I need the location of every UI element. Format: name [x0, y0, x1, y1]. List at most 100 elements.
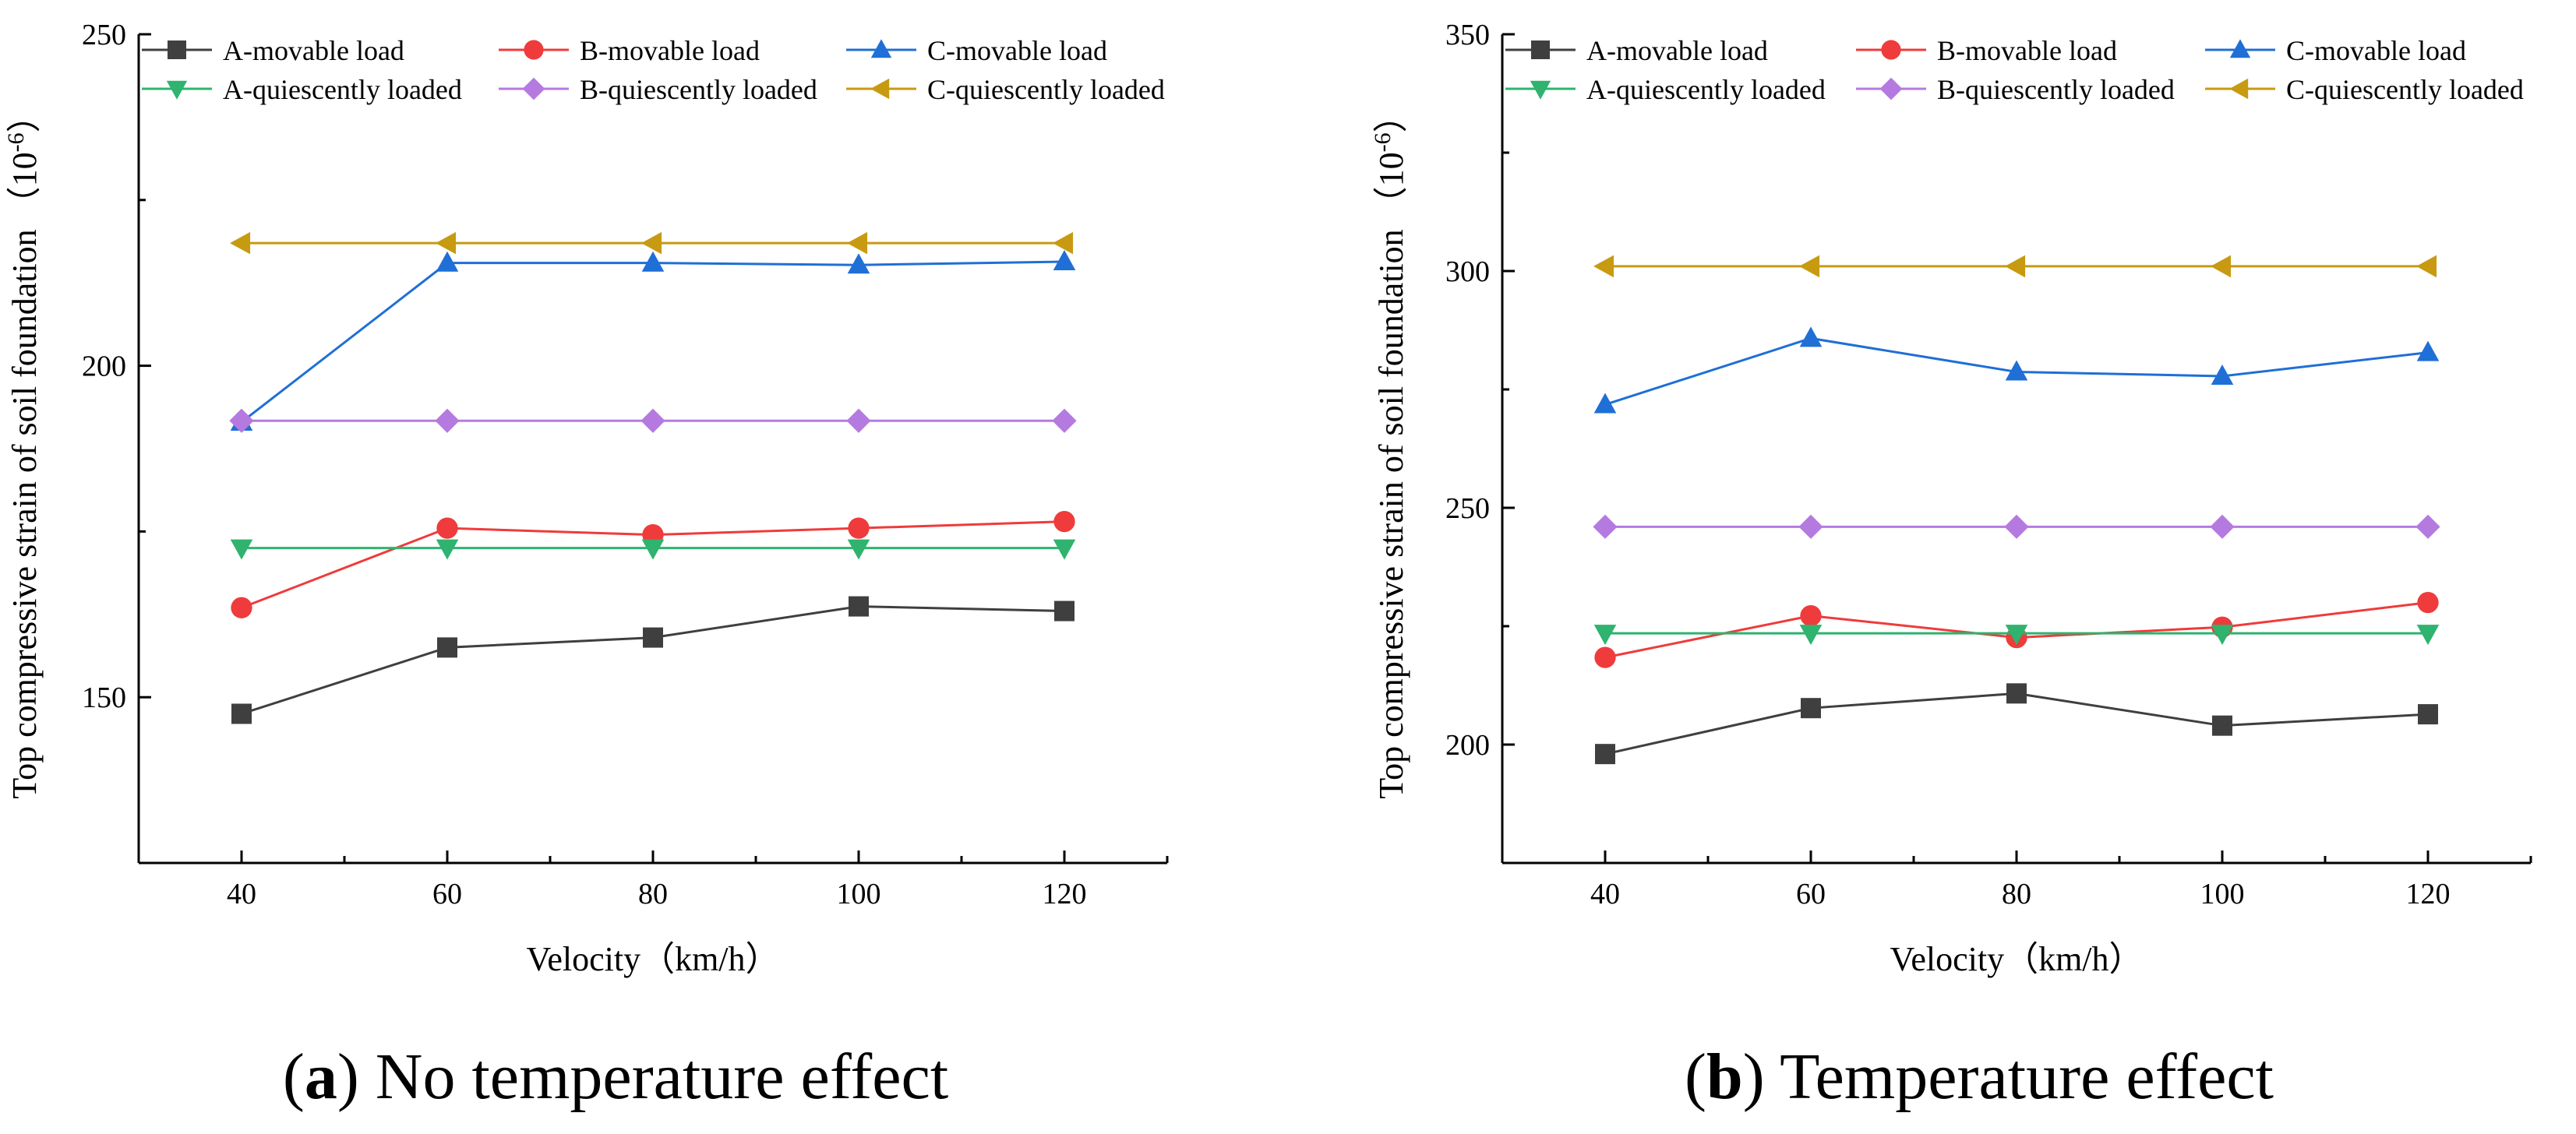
data-point — [1593, 625, 1617, 646]
legend-label: B-quiescently loaded — [580, 74, 817, 105]
legend-entry: A-movable load — [1505, 35, 1768, 66]
data-point — [847, 539, 870, 560]
data-point — [1593, 255, 1614, 278]
legend-label: C-quiescently loaded — [927, 74, 1165, 105]
legend-entry: C-movable load — [2205, 35, 2466, 66]
y-axis-title: Top compressive strain of soil foundatio… — [3, 98, 44, 798]
legend-marker — [1531, 40, 1550, 59]
x-axis-title: Velocity（km/h） — [526, 940, 779, 978]
data-point — [1053, 250, 1076, 271]
series-a-quiescently-loaded — [1593, 625, 2440, 646]
legend-label: B-movable load — [580, 35, 760, 66]
legend-entry: B-movable load — [1856, 35, 2117, 66]
legend-marker — [870, 78, 890, 100]
y-axis-title: Top compressive strain of soil foundatio… — [1370, 98, 1410, 798]
legend-marker — [2229, 78, 2249, 100]
legend-entry: A-movable load — [142, 35, 404, 66]
data-point — [2212, 715, 2232, 736]
series-line — [241, 605, 1065, 715]
x-tick-label: 120 — [1043, 878, 1087, 910]
legend-entry: C-movable load — [846, 35, 1107, 66]
x-tick-label: 40 — [227, 878, 256, 910]
legend-label: C-movable load — [927, 35, 1107, 66]
legend-marker — [524, 40, 544, 60]
data-point — [435, 408, 460, 433]
legend-entry: A-quiescently loaded — [1505, 74, 1826, 105]
data-point — [229, 408, 254, 433]
y-tick-label: 250 — [82, 19, 126, 51]
data-point — [2005, 625, 2028, 646]
series-b-quiescently-loaded — [229, 408, 1077, 433]
data-point — [643, 627, 663, 648]
data-point — [1593, 514, 1618, 539]
x-tick-label: 100 — [2200, 878, 2245, 910]
data-point — [436, 539, 459, 560]
data-point — [847, 231, 868, 255]
data-point — [1052, 408, 1077, 433]
chart-panel-a: 150 200 250 40 60 80 100 120 Velocity（km/h） Top c… — [3, 19, 1169, 1113]
data-point — [2416, 255, 2437, 278]
legend-label: C-quiescently loaded — [2286, 74, 2524, 105]
legend-entry: C-quiescently loaded — [846, 74, 1165, 105]
data-point — [1798, 514, 1823, 539]
y-tick-label: 250 — [1445, 492, 1490, 525]
series-a-movable-load — [1595, 683, 2438, 765]
x-tick-label: 60 — [432, 878, 462, 910]
data-point — [2211, 255, 2232, 278]
data-point — [2418, 704, 2438, 725]
legend-marker — [522, 77, 545, 100]
chart-panel-b: 200 250 300 350 40 60 80 100 120 Velocity（km/h） To… — [1370, 19, 2532, 1113]
data-point — [1801, 698, 1821, 719]
data-point — [846, 408, 871, 433]
legend-entry: A-quiescently loaded — [142, 74, 462, 105]
data-point — [849, 596, 869, 617]
data-point — [231, 703, 252, 724]
legend-entry: C-quiescently loaded — [2205, 74, 2524, 105]
series-c-movable-load — [230, 250, 1076, 431]
legend-marker — [168, 40, 186, 59]
data-point — [1800, 604, 1822, 627]
data-point — [437, 637, 457, 658]
panel-caption: (b) Temperature effect — [1685, 1041, 2274, 1113]
data-point — [230, 231, 251, 255]
data-point — [641, 251, 665, 272]
data-point — [2211, 625, 2234, 646]
legend-marker — [1879, 77, 1903, 100]
x-tick-label: 80 — [638, 878, 668, 910]
data-point — [1594, 646, 1616, 668]
data-point — [2416, 340, 2440, 361]
data-point — [2417, 591, 2439, 614]
data-point — [2005, 360, 2028, 381]
data-point — [230, 539, 253, 560]
legend-label: B-movable load — [1937, 35, 2117, 66]
data-point — [847, 253, 870, 274]
data-point — [848, 517, 870, 539]
legend-marker — [2229, 39, 2251, 58]
data-point — [1595, 744, 1615, 765]
legend-entry: B-movable load — [499, 35, 760, 66]
x-tick-label: 120 — [2406, 878, 2451, 910]
x-tick-label: 60 — [1796, 878, 1826, 910]
series-b-quiescently-loaded — [1593, 514, 2440, 539]
data-point — [2006, 683, 2027, 704]
legend-label: A-movable load — [223, 35, 404, 66]
legend-marker — [166, 80, 188, 100]
legend-marker — [1530, 80, 1551, 100]
data-point — [436, 231, 457, 255]
x-tick-label: 80 — [2002, 878, 2031, 910]
series-c-quiescently-loaded — [1593, 255, 2437, 278]
data-point — [436, 251, 459, 272]
data-point — [1054, 600, 1075, 622]
data-point — [1799, 326, 1823, 347]
data-point — [2005, 255, 2026, 278]
data-point — [1799, 625, 1823, 646]
data-point — [2210, 514, 2235, 539]
y-tick-label: 350 — [1445, 19, 1490, 51]
data-point — [2416, 625, 2440, 646]
data-point — [436, 517, 458, 539]
data-point — [2004, 514, 2029, 539]
data-point — [2211, 364, 2234, 386]
x-axis-title: Velocity（km/h） — [1890, 940, 2143, 978]
legend-label: A-quiescently loaded — [1586, 74, 1826, 105]
legend-label: A-quiescently loaded — [223, 74, 462, 105]
